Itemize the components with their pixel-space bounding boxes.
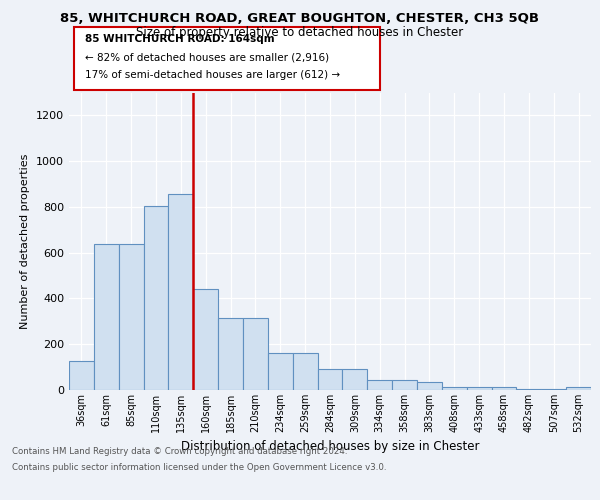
Bar bbox=[343, 370, 367, 390]
FancyBboxPatch shape bbox=[74, 27, 380, 90]
X-axis label: Distribution of detached houses by size in Chester: Distribution of detached houses by size … bbox=[181, 440, 479, 454]
Text: ← 82% of detached houses are smaller (2,916): ← 82% of detached houses are smaller (2,… bbox=[85, 52, 329, 62]
Bar bbox=[218, 318, 243, 390]
Bar bbox=[541, 389, 566, 390]
Bar bbox=[293, 354, 317, 390]
Bar bbox=[442, 386, 467, 390]
Bar bbox=[417, 382, 442, 390]
Bar bbox=[566, 386, 591, 390]
Bar bbox=[94, 244, 119, 390]
Bar bbox=[193, 290, 218, 390]
Bar bbox=[367, 380, 392, 390]
Bar bbox=[392, 380, 417, 390]
Bar bbox=[317, 370, 343, 390]
Bar bbox=[169, 194, 193, 390]
Bar bbox=[119, 244, 143, 390]
Bar bbox=[243, 318, 268, 390]
Bar bbox=[69, 362, 94, 390]
Y-axis label: Number of detached properties: Number of detached properties bbox=[20, 154, 31, 329]
Text: 85, WHITCHURCH ROAD, GREAT BOUGHTON, CHESTER, CH3 5QB: 85, WHITCHURCH ROAD, GREAT BOUGHTON, CHE… bbox=[61, 12, 539, 26]
Bar bbox=[491, 386, 517, 390]
Text: Contains public sector information licensed under the Open Government Licence v3: Contains public sector information licen… bbox=[12, 462, 386, 471]
Text: Contains HM Land Registry data © Crown copyright and database right 2024.: Contains HM Land Registry data © Crown c… bbox=[12, 448, 347, 456]
Text: 17% of semi-detached houses are larger (612) →: 17% of semi-detached houses are larger (… bbox=[85, 70, 340, 80]
Text: 85 WHITCHURCH ROAD: 164sqm: 85 WHITCHURCH ROAD: 164sqm bbox=[85, 34, 274, 44]
Bar bbox=[268, 354, 293, 390]
Bar bbox=[517, 389, 541, 390]
Bar bbox=[467, 386, 491, 390]
Bar bbox=[143, 206, 169, 390]
Text: Size of property relative to detached houses in Chester: Size of property relative to detached ho… bbox=[136, 26, 464, 39]
